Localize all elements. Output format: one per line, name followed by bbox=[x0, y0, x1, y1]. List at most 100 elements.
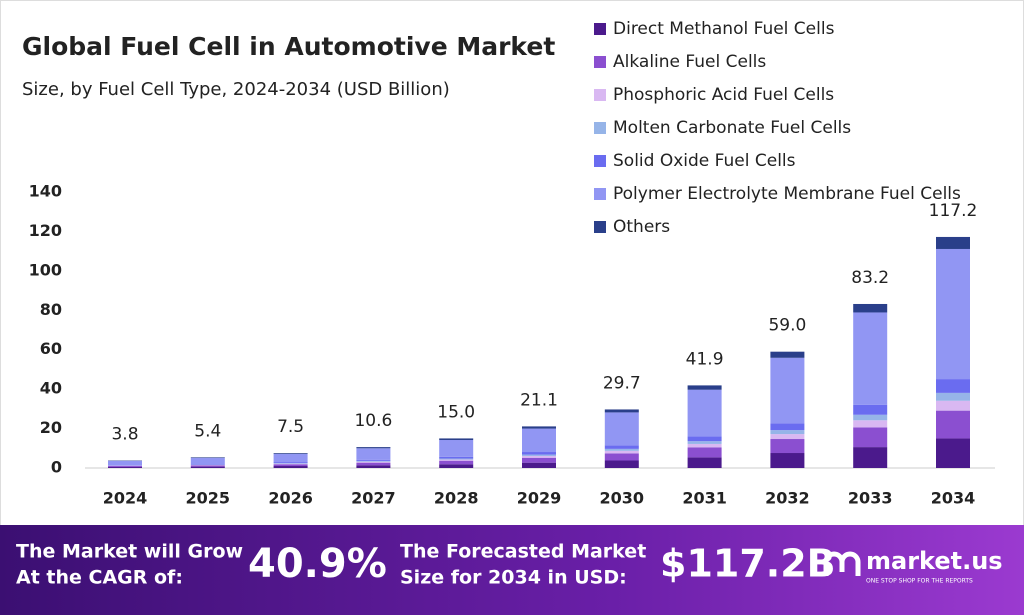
bar-segment bbox=[108, 460, 142, 466]
bar-segment bbox=[687, 385, 722, 390]
x-tick-label: 2033 bbox=[848, 489, 893, 508]
bar-segment bbox=[853, 414, 888, 421]
bar-segment bbox=[770, 453, 805, 468]
brand-logo bbox=[823, 551, 861, 576]
x-tick-label: 2024 bbox=[103, 489, 148, 508]
legend-swatch bbox=[594, 155, 606, 167]
bar-segment bbox=[439, 464, 474, 468]
cagr-value: 40.9% bbox=[248, 541, 387, 587]
y-tick-label: 80 bbox=[40, 300, 62, 319]
bar-segment bbox=[439, 458, 474, 460]
bar-segment bbox=[936, 400, 970, 411]
total-label: 15.0 bbox=[437, 402, 475, 422]
bar-segment bbox=[687, 436, 722, 442]
bar-segment bbox=[770, 434, 805, 440]
bar-segment bbox=[604, 409, 639, 413]
bar-segment bbox=[936, 236, 970, 249]
bar-segment bbox=[604, 450, 639, 454]
bar-segment bbox=[604, 412, 639, 446]
bar-segment bbox=[687, 441, 722, 444]
chart-title: Global Fuel Cell in Automotive Market bbox=[22, 32, 555, 61]
bar-segment bbox=[439, 456, 474, 459]
bar-segment bbox=[273, 453, 308, 455]
bar-segment bbox=[687, 447, 722, 458]
bar-segment bbox=[936, 248, 970, 380]
legend-label: Solid Oxide Fuel Cells bbox=[613, 151, 796, 171]
total-label: 3.8 bbox=[111, 425, 138, 445]
legend-swatch bbox=[594, 188, 606, 200]
y-tick-label: 60 bbox=[40, 339, 62, 358]
bar-segment bbox=[522, 455, 556, 458]
bar-segment bbox=[522, 457, 556, 463]
cagr-label: The Market will Grow bbox=[16, 541, 243, 563]
bar-segment bbox=[108, 467, 142, 468]
bar-segment bbox=[936, 379, 970, 393]
bar-segment bbox=[356, 465, 391, 468]
bar-segment bbox=[853, 404, 888, 415]
bar-segment bbox=[522, 426, 556, 429]
y-tick-label: 100 bbox=[29, 260, 62, 279]
bar-segment bbox=[770, 357, 805, 424]
x-tick-label: 2029 bbox=[517, 489, 562, 508]
bar-segment bbox=[853, 447, 888, 468]
x-tick-label: 2027 bbox=[351, 489, 396, 508]
bar-segment bbox=[604, 460, 639, 468]
legend-swatch bbox=[594, 56, 606, 68]
legend-label: Alkaline Fuel Cells bbox=[613, 52, 766, 72]
x-tick-label: 2031 bbox=[682, 489, 727, 508]
total-label: 10.6 bbox=[354, 411, 392, 431]
x-tick-label: 2032 bbox=[765, 489, 810, 508]
bar-segment bbox=[522, 462, 556, 468]
total-label: 41.9 bbox=[686, 349, 724, 369]
bar-segment bbox=[356, 459, 391, 461]
bar-segment bbox=[273, 463, 308, 464]
bar-segment bbox=[522, 428, 556, 453]
forecast-label: Size for 2034 in USD: bbox=[400, 567, 627, 589]
x-tick-label: 2025 bbox=[186, 489, 231, 508]
chart-subtitle: Size, by Fuel Cell Type, 2024-2034 (USD … bbox=[22, 79, 450, 100]
y-tick-label: 20 bbox=[40, 418, 62, 437]
x-tick-label: 2030 bbox=[600, 489, 645, 508]
x-tick-label: 2034 bbox=[931, 489, 976, 508]
bar-segment bbox=[273, 454, 308, 463]
bar-segment bbox=[190, 457, 225, 458]
x-tick-label: 2026 bbox=[268, 489, 313, 508]
bar-segment bbox=[356, 460, 391, 462]
bar-segment bbox=[273, 466, 308, 468]
tagline: ONE STOP SHOP FOR THE REPORTS bbox=[866, 578, 973, 585]
bar-segment bbox=[356, 447, 391, 449]
bar-segment bbox=[687, 443, 722, 448]
bar-segment bbox=[439, 459, 474, 461]
forecast-value: $117.2B bbox=[660, 542, 836, 586]
legend: Direct Methanol Fuel Cells Alkaline Fuel … bbox=[594, 19, 961, 237]
bar-segment bbox=[687, 457, 722, 468]
y-tick-label: 120 bbox=[29, 221, 62, 240]
legend-swatch bbox=[594, 89, 606, 101]
y-tick-label: 40 bbox=[40, 379, 62, 398]
bar-segment bbox=[604, 448, 639, 451]
banner bbox=[0, 525, 1024, 615]
bar-segment bbox=[853, 312, 888, 405]
cagr-label: At the CAGR of: bbox=[16, 567, 183, 589]
y-tick-label: 0 bbox=[51, 458, 62, 477]
bar-segment bbox=[936, 438, 970, 468]
bar-segment bbox=[604, 453, 639, 461]
bar-segment bbox=[108, 466, 142, 468]
bar-segment bbox=[604, 445, 639, 449]
bar-segment bbox=[770, 439, 805, 454]
bar-segment bbox=[936, 410, 970, 439]
bar-segment bbox=[356, 448, 391, 460]
total-label: 59.0 bbox=[768, 316, 806, 336]
legend-label: Direct Methanol Fuel Cells bbox=[613, 19, 835, 39]
bar-segment bbox=[190, 465, 225, 467]
total-label: 83.2 bbox=[851, 268, 889, 288]
bar-segment bbox=[687, 389, 722, 437]
bar-segment bbox=[190, 457, 225, 465]
bar-segment bbox=[522, 454, 556, 456]
legend-label: Molten Carbonate Fuel Cells bbox=[613, 118, 851, 138]
bar-segment bbox=[356, 462, 391, 466]
bar-segment bbox=[770, 423, 805, 431]
bar-segment bbox=[770, 430, 805, 435]
